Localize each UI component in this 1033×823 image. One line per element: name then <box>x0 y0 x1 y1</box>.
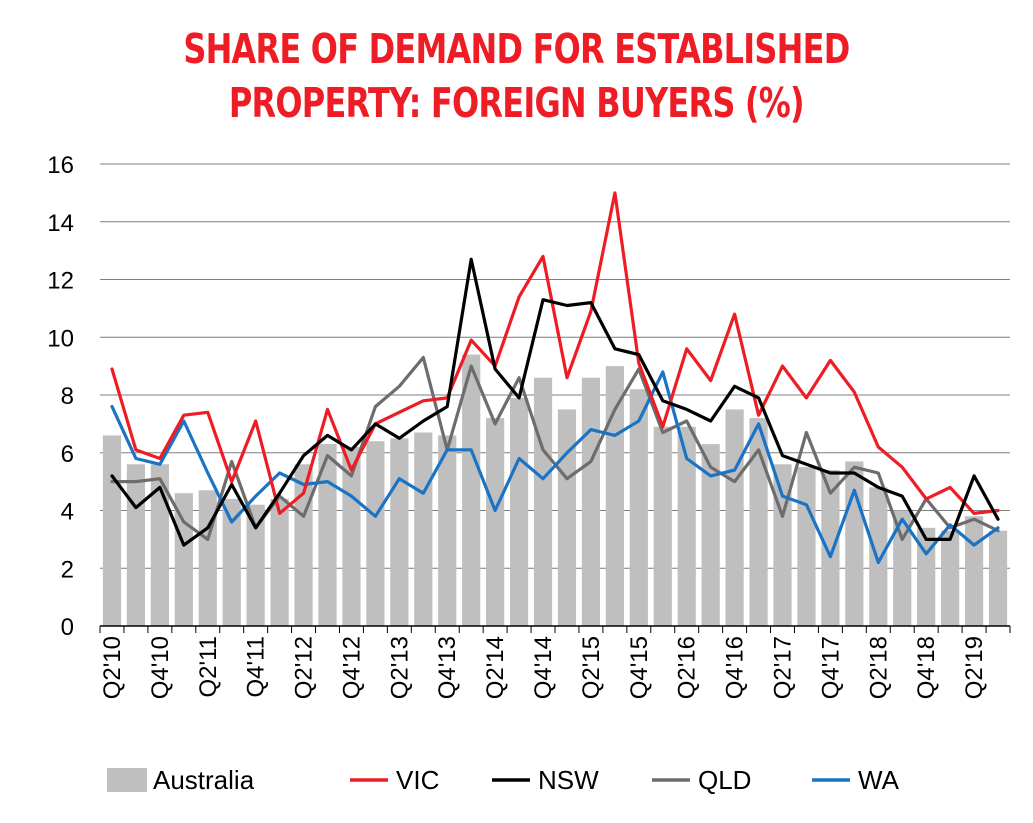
x-tick-label-Q214: Q2'14 <box>482 636 509 699</box>
bar-Q112 <box>270 498 289 626</box>
bar-Q113 <box>366 441 385 626</box>
x-tick-label-Q414: Q4'14 <box>530 636 557 699</box>
y-tick-label-0: 0 <box>61 614 74 641</box>
bar-Q312 <box>318 444 337 626</box>
bar-Q315 <box>605 366 624 626</box>
bar-Q219 <box>964 516 984 626</box>
bar-Q415 <box>629 389 648 626</box>
x-tick-label-Q412: Q4'12 <box>338 636 365 699</box>
x-tick-label-Q219: Q2'19 <box>961 636 988 699</box>
chart-title-line-1: SHARE OF DEMAND FOR ESTABLISHED <box>183 25 850 73</box>
y-tick-label-12: 12 <box>47 268 74 295</box>
bar-Q211 <box>198 490 217 626</box>
bar-Q115 <box>557 409 577 626</box>
legend-item-vic: VIC <box>350 765 439 795</box>
chart-title: SHARE OF DEMAND FOR ESTABLISHED PROPERTY… <box>114 22 920 130</box>
state-lines <box>110 191 1000 565</box>
x-tick-label-Q415: Q4'15 <box>626 636 653 699</box>
x-tick-label-Q417: Q4'17 <box>817 636 844 699</box>
x-tick-label-Q413: Q4'13 <box>434 636 461 699</box>
legend-label-qld: QLD <box>698 765 751 795</box>
bar-Q218 <box>869 487 888 626</box>
x-tick-label-Q211: Q2'11 <box>195 636 222 698</box>
bar-Q213 <box>390 438 409 626</box>
x-tick-label-Q215: Q2'15 <box>578 636 605 699</box>
australia-bars <box>102 354 1008 626</box>
x-tick-label-Q216: Q2'16 <box>674 636 701 699</box>
x-tick-label-Q213: Q2'13 <box>386 636 413 699</box>
bar-Q416 <box>725 409 744 626</box>
legend: Australia VIC NSW QLD WA <box>107 765 900 795</box>
bar-Q417 <box>821 470 840 626</box>
bar-Q311 <box>222 498 241 626</box>
bar-Q319 <box>988 530 1008 626</box>
bar-Q118 <box>845 461 864 626</box>
x-tick-label-Q210: Q2'10 <box>99 636 126 699</box>
legend-label-vic: VIC <box>396 765 439 795</box>
bar-Q413 <box>438 435 457 626</box>
x-tick-label-Q418: Q4'18 <box>913 636 940 699</box>
y-tick-label-6: 6 <box>61 441 74 468</box>
y-tick-label-2: 2 <box>61 556 74 583</box>
legend-label-nsw: NSW <box>538 765 599 795</box>
y-tick-label-14: 14 <box>47 210 74 237</box>
bar-Q216 <box>677 426 696 626</box>
bar-Q411 <box>246 504 265 626</box>
axes: 0 2 4 6 8 10 12 14 16 Q2'10 Q4'10 Q2'11 Q4'11 Q2'12 Q4… <box>47 152 1011 699</box>
chart-title-line-2: PROPERTY: FOREIGN BUYERS (%) <box>228 79 805 127</box>
bar-Q317 <box>797 467 816 626</box>
bar-Q313 <box>414 432 433 626</box>
bar-Q318 <box>893 510 912 626</box>
legend-item-wa: WA <box>812 765 900 795</box>
y-tick-label-10: 10 <box>47 325 74 352</box>
bar-Q117 <box>749 418 768 626</box>
x-tick-label-Q411: Q4'11 <box>243 636 270 698</box>
bar-Q119 <box>941 530 960 626</box>
x-tick-label-Q410: Q4'10 <box>147 636 174 699</box>
bar-Q414 <box>533 377 553 626</box>
y-tick-label-4: 4 <box>61 499 74 526</box>
line-wa <box>110 370 1000 565</box>
x-tick-label-Q212: Q2'12 <box>291 636 318 699</box>
bar-Q418 <box>917 527 936 626</box>
bar-Q316 <box>701 444 720 626</box>
y-tick-label-8: 8 <box>61 383 74 410</box>
x-tick-label-Q217: Q2'17 <box>770 636 797 699</box>
gridlines <box>100 163 1010 569</box>
legend-item-qld: QLD <box>652 765 751 795</box>
bar-Q214 <box>486 418 505 626</box>
x-tick-label-Q416: Q4'16 <box>722 636 749 699</box>
bar-Q210 <box>102 435 122 626</box>
legend-label-australia: Australia <box>153 765 255 795</box>
bar-Q410 <box>150 464 169 626</box>
bar-Q114 <box>462 354 481 626</box>
legend-swatch-australia <box>107 768 147 792</box>
bar-Q116 <box>653 426 672 626</box>
line-vic <box>110 191 1000 516</box>
legend-label-wa: WA <box>858 765 900 795</box>
legend-item-nsw: NSW <box>492 765 599 795</box>
legend-item-australia: Australia <box>107 765 255 795</box>
x-tick-label-Q218: Q2'18 <box>865 636 892 699</box>
line-nsw <box>110 257 1000 547</box>
bar-Q310 <box>126 464 146 626</box>
y-tick-label-16: 16 <box>47 152 74 179</box>
bar-Q314 <box>509 397 529 626</box>
bar-Q215 <box>581 377 601 626</box>
